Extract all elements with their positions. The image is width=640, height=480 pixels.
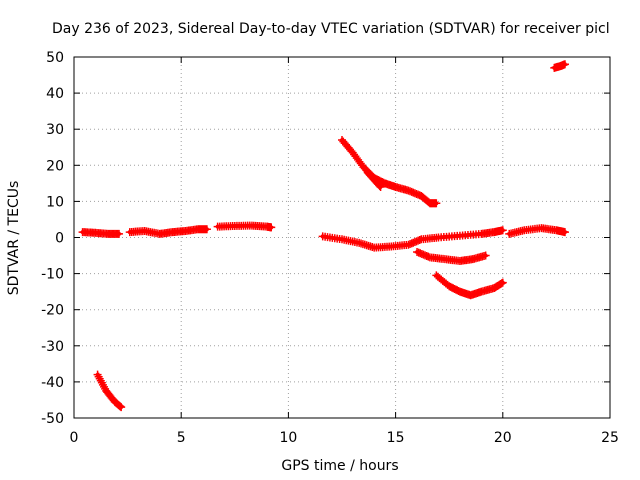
- x-tick-label: 10: [279, 430, 297, 446]
- x-tick-label: 5: [177, 430, 186, 446]
- data-point: [432, 199, 441, 208]
- y-tick-label: 40: [46, 86, 64, 102]
- x-tick-label: 25: [601, 430, 619, 446]
- x-tick-label: 0: [70, 430, 79, 446]
- data-point: [375, 182, 384, 191]
- data-point: [560, 60, 569, 69]
- data-point: [115, 229, 124, 238]
- data-point: [376, 182, 385, 191]
- y-tick-label: 20: [46, 158, 64, 174]
- series-trace-d: [93, 370, 126, 412]
- series-trace-k: [550, 60, 569, 72]
- y-tick-label: -50: [41, 411, 64, 427]
- y-tick-label: -20: [41, 303, 64, 319]
- series-trace-a: [78, 228, 124, 238]
- y-tick-label: -10: [41, 267, 64, 283]
- data-point: [498, 278, 507, 287]
- tick-layer: 0 5 10 15 20 25 -50 -40 -30 -20 -10 0 10 20 30 40 50: [41, 50, 619, 446]
- y-tick-label: 30: [46, 122, 64, 138]
- data-point: [374, 181, 383, 190]
- y-tick-label: 50: [46, 50, 64, 66]
- series-trace-c: [213, 221, 276, 232]
- x-tick-label: 20: [494, 430, 512, 446]
- x-axis-label: GPS time / hours: [281, 458, 398, 474]
- data-layer: [78, 60, 569, 412]
- series-trace-f: [505, 224, 569, 238]
- series-trace-e: [318, 226, 507, 252]
- data-point: [117, 403, 126, 412]
- series-trace-h: [363, 168, 385, 191]
- series-trace-j: [432, 271, 507, 300]
- data-point: [202, 225, 211, 234]
- y-tick-label: -30: [41, 339, 64, 355]
- data-point: [267, 223, 276, 232]
- x-tick-label: 15: [387, 430, 405, 446]
- data-point: [481, 251, 490, 260]
- y-tick-label: 10: [46, 194, 64, 210]
- series-trace-b: [125, 225, 211, 238]
- chart-title: Day 236 of 2023, Sidereal Day-to-day VTE…: [52, 21, 610, 37]
- data-point: [560, 228, 569, 237]
- y-axis-label: SDTVAR / TECUs: [6, 181, 22, 296]
- series-trace-i: [413, 247, 490, 265]
- y-tick-label: 0: [55, 231, 64, 247]
- series-trace-g: [338, 136, 441, 208]
- data-point: [498, 226, 507, 235]
- y-tick-label: -40: [41, 375, 64, 391]
